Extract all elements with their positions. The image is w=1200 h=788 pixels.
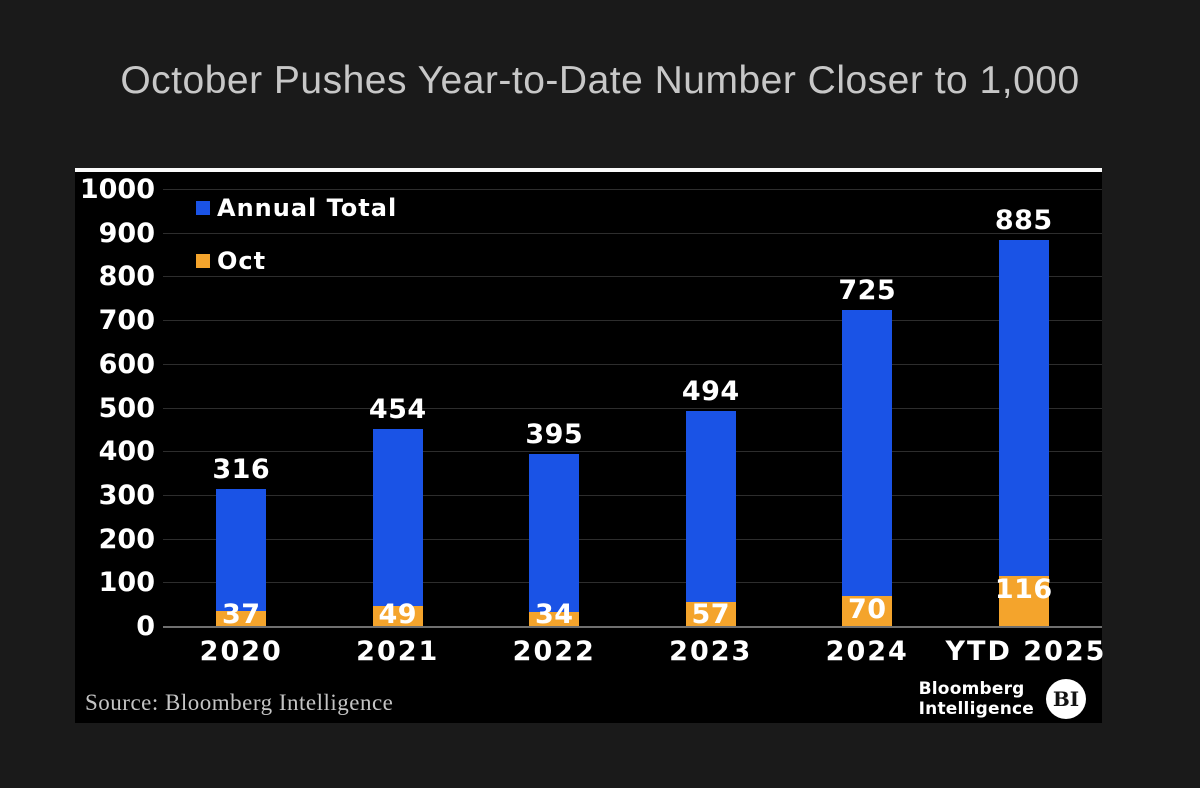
bar-oct-label: 116 [994,574,1053,605]
y-axis-tick-label: 500 [98,392,155,424]
gridline [163,538,1102,540]
bar-oct-label: 57 [691,599,731,630]
bar-oct-segment [842,596,893,627]
legend-label-oct: Oct [217,247,267,275]
source-note: Source: Bloomberg Intelligence [85,690,394,715]
legend-label-annual-total: Annual Total [217,194,398,222]
y-axis: 0 100 200 300 400 500 600 700 800 900 1000 [75,176,159,641]
bar-oct-label: 34 [534,599,574,630]
bar-oct-label: 37 [221,599,261,630]
bar-oct-segment [216,611,267,627]
plot-area: 316 37 454 49 395 34 494 57 725 70 885 116 [163,189,1102,630]
y-axis-tick-label: 200 [98,523,155,555]
gridline [163,407,1102,409]
bar-total-label: 454 [368,394,427,425]
y-axis-tick-label: 400 [98,436,155,468]
legend-item-annual-total: Annual Total [196,194,397,222]
bar-total-label: 395 [525,419,584,450]
gridline [163,582,1102,584]
bar-annual-total [685,411,736,627]
y-axis-tick-label: 100 [98,567,155,599]
bi-badge-text: BI [1052,687,1080,712]
gridline [163,276,1102,278]
y-axis-tick-label: 600 [98,348,155,380]
bar-annual-total [529,454,580,627]
x-axis-label: 2024 [825,636,909,667]
y-axis-tick-label: 1000 [79,174,155,205]
y-axis-tick-label: 0 [136,611,155,642]
gridline [163,232,1102,234]
gridline [163,189,1102,190]
bar-oct-segment [998,576,1049,627]
chart-panel: Annual Total Oct 0 100 200 300 400 500 600 700 8… [75,168,1107,723]
gridline [163,494,1102,496]
x-axis-label: 2021 [356,636,440,667]
bar-oct-segment [372,606,423,627]
bar-oct-segment [529,612,580,627]
bar-annual-total [998,240,1049,627]
y-axis-tick-label: 300 [98,479,155,511]
x-axis-label: YTD 2025 [945,636,1107,667]
gridline [163,451,1102,453]
logo-line1: Bloomberg [918,679,1025,699]
bar-oct-label: 70 [847,594,887,625]
annual-total-swatch-icon [196,201,210,215]
bar-annual-total [842,310,893,627]
x-axis-label: 2023 [669,636,753,667]
bloomberg-intelligence-logo: Bloomberg Intelligence BI [919,679,1086,720]
x-axis-label: 2020 [199,636,283,667]
bar-total-label: 725 [838,275,897,306]
legend: Annual Total Oct [196,194,397,300]
gridline [163,626,1102,628]
chart-title: October Pushes Year-to-Date Number Close… [120,59,1080,102]
gridline [163,363,1102,365]
bar-total-label: 316 [212,454,271,485]
bar-annual-total [216,489,267,627]
bar-oct-segment [685,602,736,627]
bi-logo-badge: BI [1046,679,1086,720]
bar-annual-total [372,429,423,627]
y-axis-tick-label: 700 [98,305,155,337]
logo-line2: Intelligence [918,699,1034,720]
x-axis-label: 2022 [512,636,596,667]
bar-total-label: 885 [994,205,1053,236]
oct-swatch-icon [196,254,210,268]
legend-item-oct: Oct [196,247,397,275]
y-axis-tick-label: 900 [98,217,155,249]
y-axis-tick-label: 800 [98,261,155,293]
bloomberg-intelligence-wordmark: Bloomberg Intelligence [919,679,1034,719]
bar-oct-label: 49 [378,599,418,630]
gridline [163,320,1102,322]
x-axis: 2020 2021 2022 2023 2024 YTD 2025 [163,636,1107,670]
bar-total-label: 494 [681,376,740,407]
